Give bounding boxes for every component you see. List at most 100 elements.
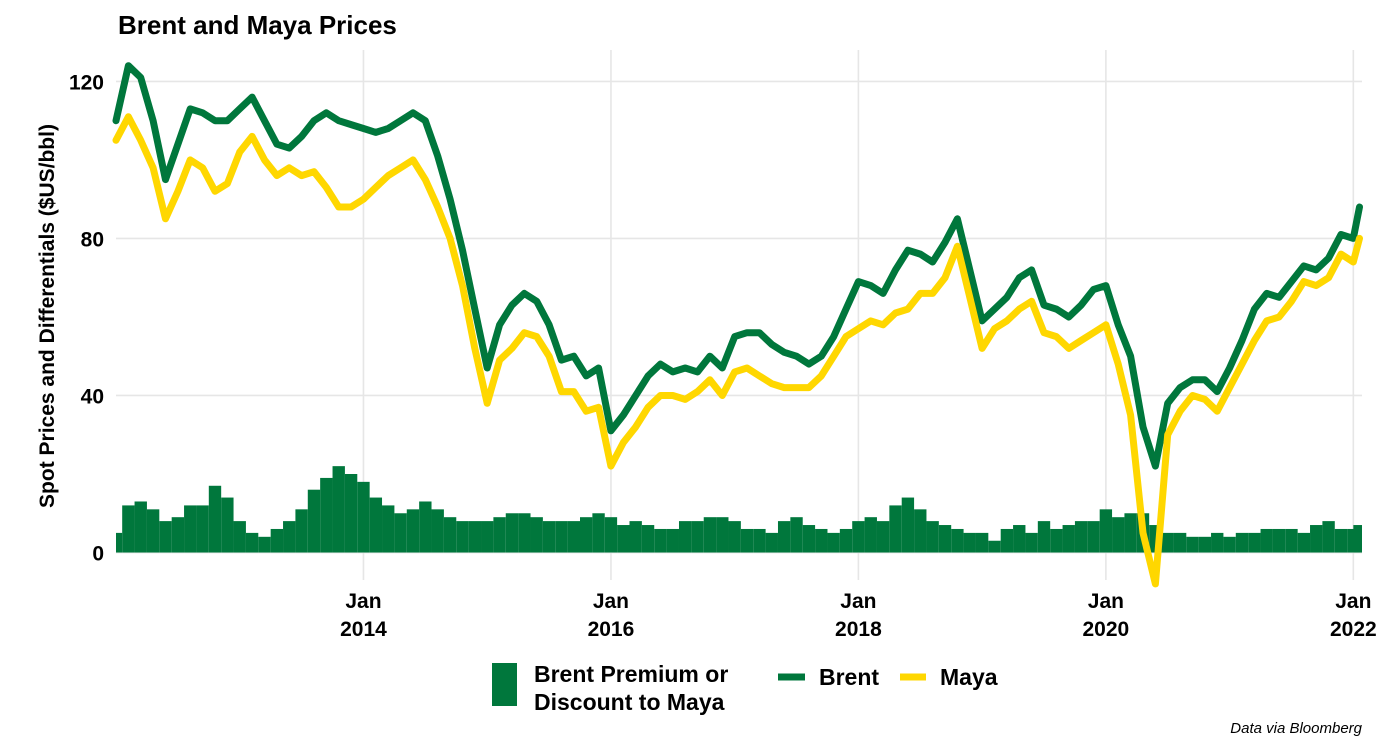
y-tick-label: 0 <box>92 543 104 566</box>
premium-bar <box>530 517 543 553</box>
premium-bar <box>629 521 642 553</box>
premium-bar <box>555 521 568 553</box>
premium-bar <box>295 509 308 553</box>
premium-bar <box>777 521 791 553</box>
premium-bar <box>876 521 890 553</box>
x-axis-ticks: Jan 2014 Jan 2016 Jan 2018 Jan 2020 Jan 2022 <box>340 590 1377 641</box>
premium-bar <box>963 532 976 553</box>
premium-bar <box>1211 532 1224 553</box>
x-tick-label: Jan 2022 <box>1330 590 1377 641</box>
x-tick-label: Jan 2016 <box>588 590 635 641</box>
premium-bar <box>221 497 234 553</box>
premium-bar <box>1248 532 1261 553</box>
premium-bar <box>394 513 407 553</box>
premium-bar <box>1173 532 1187 553</box>
premium-bar <box>802 525 816 553</box>
chart-title: Brent and Maya Prices <box>118 10 397 40</box>
premium-bar <box>419 501 432 553</box>
premium-bar <box>790 517 803 553</box>
y-tick-label: 40 <box>81 385 104 408</box>
premium-bar <box>245 532 259 553</box>
premium-bar <box>1000 528 1014 553</box>
premium-bar <box>827 532 840 553</box>
premium-bar <box>988 540 1001 553</box>
premium-bar <box>320 477 333 553</box>
premium-bar <box>344 474 358 553</box>
legend-swatch-premium <box>492 663 517 706</box>
premium-bar <box>233 521 246 553</box>
premium-bar <box>716 517 729 553</box>
caption: Data via Bloomberg <box>1230 720 1362 737</box>
premium-bar <box>146 509 160 553</box>
premium-bar <box>753 528 766 553</box>
premium-bar <box>567 521 581 553</box>
premium-bar <box>258 536 271 553</box>
premium-bar <box>951 528 964 553</box>
premium-bar <box>518 513 531 553</box>
premium-bar <box>1124 513 1137 553</box>
premium-bar <box>332 466 345 553</box>
premium-bar <box>691 521 704 553</box>
premium-bar <box>1025 532 1038 553</box>
premium-bar <box>1235 532 1249 553</box>
premium-bar <box>116 532 123 553</box>
y-axis-ticks: 0 40 80 120 <box>69 71 104 565</box>
premium-bar <box>914 509 927 553</box>
premium-bar <box>604 517 618 553</box>
premium-bar <box>1050 528 1063 553</box>
premium-bar <box>617 525 630 553</box>
legend-label-brent: Brent <box>819 664 879 690</box>
premium-bar <box>1297 532 1311 553</box>
premium-bar <box>728 521 741 553</box>
premium-bar <box>1074 521 1088 553</box>
premium-bar <box>1272 528 1286 553</box>
premium-bar <box>765 532 778 553</box>
premium-bars <box>116 466 1362 553</box>
premium-bar <box>493 517 506 553</box>
y-tick-label: 120 <box>69 71 104 94</box>
premium-bar <box>1062 525 1075 553</box>
premium-bar <box>740 528 754 553</box>
premium-bar <box>171 517 185 553</box>
premium-bar <box>505 513 519 553</box>
premium-bar <box>889 505 902 553</box>
premium-bar <box>196 505 209 553</box>
legend: Brent Premium or Discount to Maya Brent May… <box>492 661 998 715</box>
premium-bar <box>666 528 679 553</box>
legend-label-maya: Maya <box>940 664 998 690</box>
premium-bar <box>431 509 444 553</box>
premium-bar <box>1260 528 1273 553</box>
premium-bar <box>1099 509 1113 553</box>
premium-bar <box>1285 528 1298 553</box>
premium-bar <box>1112 517 1125 553</box>
premium-bar <box>938 525 952 553</box>
premium-bar <box>1223 536 1236 553</box>
legend-label-premium: Brent Premium or Discount to Maya <box>534 661 728 715</box>
premium-bar <box>456 521 469 553</box>
series-lines <box>112 62 1363 588</box>
premium-bar <box>382 505 395 553</box>
premium-bar <box>270 528 284 553</box>
premium-bar <box>926 521 939 553</box>
premium-bar <box>1322 521 1335 553</box>
premium-bar <box>443 517 457 553</box>
premium-bar <box>283 521 296 553</box>
premium-bar <box>592 513 605 553</box>
premium-bar <box>542 521 556 553</box>
premium-bar <box>580 517 593 553</box>
premium-bar <box>1087 521 1100 553</box>
premium-bar <box>678 521 692 553</box>
premium-bar <box>468 521 482 553</box>
premium-bar <box>1037 521 1051 553</box>
premium-bar <box>864 517 877 553</box>
premium-bar <box>307 489 321 553</box>
premium-bar <box>641 525 655 553</box>
premium-bar <box>406 509 420 553</box>
maya-line <box>112 113 1363 588</box>
premium-bar <box>901 497 915 553</box>
premium-bar <box>815 528 828 553</box>
x-tick-label: Jan 2014 <box>340 590 387 641</box>
premium-bar <box>159 521 172 553</box>
premium-bar <box>1310 525 1323 553</box>
